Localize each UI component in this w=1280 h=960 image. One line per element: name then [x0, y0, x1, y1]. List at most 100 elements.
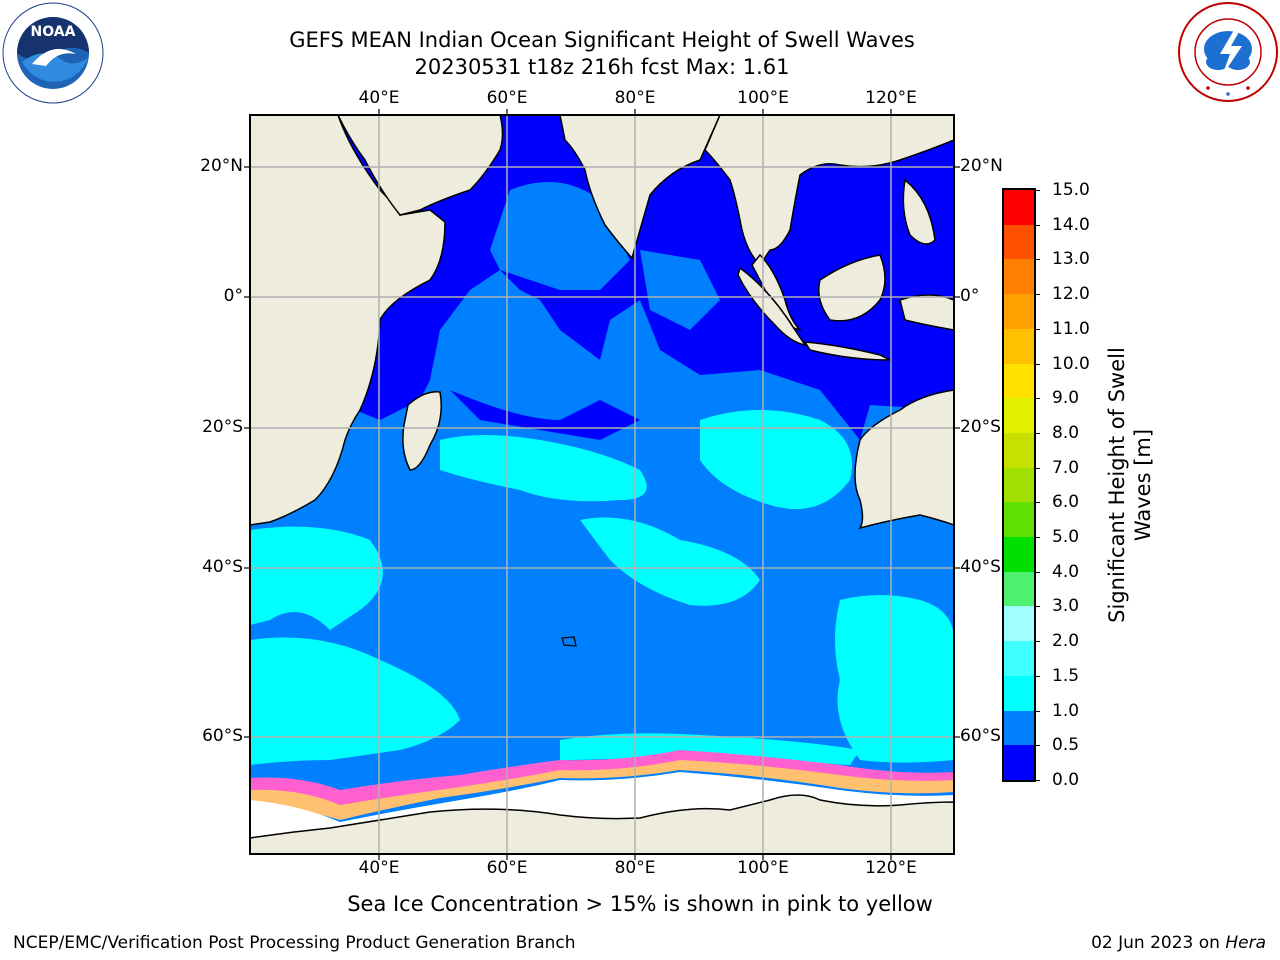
colorbar-segment — [1004, 224, 1034, 260]
colorbar-segment — [1004, 745, 1034, 780]
noaa-logo-text: NOAA — [31, 24, 76, 40]
colorbar-tick-mark — [1034, 190, 1040, 191]
colorbar-segment — [1004, 259, 1034, 295]
lat-label-right: 60°S — [960, 726, 1001, 746]
lon-label-bottom: 100°E — [737, 858, 789, 878]
map-title: GEFS MEAN Indian Ocean Significant Heigh… — [289, 28, 915, 52]
antarctica-land — [250, 794, 954, 854]
colorbar-tick-mark — [1034, 675, 1040, 677]
swell-1m-patch — [250, 637, 460, 765]
colorbar-segment — [1004, 398, 1034, 433]
colorbar-segment — [1004, 190, 1034, 225]
colorbar-segment — [1004, 675, 1034, 711]
colorbar-tick-mark — [1034, 502, 1040, 504]
colorbar-segment — [1004, 571, 1034, 607]
colorbar-tick-label: 7.0 — [1052, 457, 1080, 478]
colorbar-segment — [1004, 537, 1034, 572]
colorbar-tick-label: 14.0 — [1052, 214, 1090, 235]
colorbar-segment — [1004, 502, 1034, 538]
lon-label-bottom: 80°E — [614, 858, 656, 878]
axis-ticks — [244, 109, 960, 860]
borneo-land — [818, 254, 886, 322]
colorbar-segment — [1004, 467, 1034, 503]
footer-date: 02 Jun 2023 on Hera — [1091, 932, 1266, 954]
lat-label-right: 20°S — [960, 417, 1001, 437]
colorbar-segment — [1004, 710, 1034, 746]
philippines-land — [902, 178, 936, 245]
colorbar-segment — [1004, 294, 1034, 329]
lon-label-top: 100°E — [737, 88, 789, 108]
colorbar-tick-label: 10.0 — [1052, 353, 1090, 374]
colorbar-tick-label: 9.0 — [1052, 388, 1080, 409]
nws-logo — [1178, 2, 1278, 102]
colorbar-tick-label: 1.0 — [1052, 700, 1080, 721]
lat-label-right: 0° — [960, 286, 980, 306]
colorbar-tick-mark — [1034, 780, 1040, 781]
swell-1m-patch — [835, 595, 954, 763]
java-land — [803, 341, 891, 361]
graticule — [250, 115, 954, 854]
colorbar-tick-mark — [1034, 294, 1040, 296]
medium-swell-patch — [640, 250, 720, 330]
lat-label-right: 40°S — [960, 557, 1001, 577]
colorbar-tick-label: 5.0 — [1052, 527, 1080, 548]
colorbar-label: Significant Height of Swell Waves [m] — [1105, 347, 1155, 623]
swell-1m-patch — [700, 410, 852, 510]
colorbar-tick-mark — [1034, 259, 1040, 261]
colorbar-tick-label: 15.0 — [1052, 180, 1090, 200]
colorbar-segment — [1004, 641, 1034, 676]
map-frame — [249, 114, 955, 855]
colorbar-tick-mark — [1034, 641, 1040, 643]
sea-ice-edge — [250, 750, 954, 815]
colorbar-tick-mark — [1034, 745, 1040, 747]
lon-label-top: 80°E — [614, 88, 656, 108]
sea-ice-note: Sea Ice Concentration > 15% is shown in … — [347, 892, 933, 916]
swell-1m-patch — [440, 435, 647, 502]
lat-label-left: 40°S — [202, 557, 243, 577]
lat-label-left: 0° — [223, 286, 243, 306]
colorbar-segment — [1004, 432, 1034, 468]
swell-1m-patch — [250, 526, 383, 630]
colorbar-tick-label: 0.5 — [1052, 735, 1080, 756]
colorbar-tick-label: 1.5 — [1052, 665, 1080, 686]
colorbar-segment — [1004, 606, 1034, 642]
colorbar-tick-label: 0.0 — [1052, 770, 1080, 790]
colorbar-tick-label: 2.0 — [1052, 631, 1080, 652]
swell-1m-patch — [580, 517, 760, 606]
footer-date-text: 02 Jun 2023 on — [1091, 933, 1226, 953]
colorbar-tick-label: 11.0 — [1052, 318, 1090, 339]
lon-label-bottom: 40°E — [358, 858, 400, 878]
noaa-logo: NOAA — [2, 2, 104, 104]
colorbar-tick-mark — [1034, 467, 1040, 469]
madagascar-land — [402, 391, 442, 471]
lon-label-top: 120°E — [865, 88, 917, 108]
colorbar-tick-mark — [1034, 606, 1040, 608]
colorbar-tick-mark — [1034, 432, 1040, 434]
lat-label-right: 20°N — [960, 156, 1003, 176]
colorbar-tick-mark — [1034, 224, 1040, 226]
lon-label-bottom: 60°E — [486, 858, 528, 878]
australia-land — [854, 389, 954, 530]
lat-label-left: 20°N — [200, 156, 243, 176]
colorbar-tick-label: 8.0 — [1052, 422, 1080, 443]
footer-credit: NCEP/EMC/Verification Post Processing Pr… — [13, 933, 576, 953]
colorbar-segment — [1004, 363, 1034, 399]
sea-ice-edge-yellow — [250, 760, 954, 820]
colorbar — [1002, 188, 1036, 782]
colorbar-tick-label: 13.0 — [1052, 249, 1090, 270]
colorbar-tick-mark — [1034, 710, 1040, 712]
eastern-islands-land — [899, 294, 954, 331]
lat-label-left: 60°S — [202, 726, 243, 746]
colorbar-tick-mark — [1034, 328, 1040, 330]
lon-label-bottom: 120°E — [865, 858, 917, 878]
colorbar-tick-mark — [1034, 398, 1040, 400]
colorbar-tick-label: 4.0 — [1052, 561, 1080, 582]
colorbar-tick-mark — [1034, 571, 1040, 573]
lat-label-left: 20°S — [202, 417, 243, 437]
colorbar-tick-label: 12.0 — [1052, 284, 1090, 305]
lon-label-top: 60°E — [486, 88, 528, 108]
india-land — [559, 115, 721, 260]
footer-machine: Hera — [1225, 933, 1266, 953]
medium-swell-patch — [490, 182, 630, 290]
